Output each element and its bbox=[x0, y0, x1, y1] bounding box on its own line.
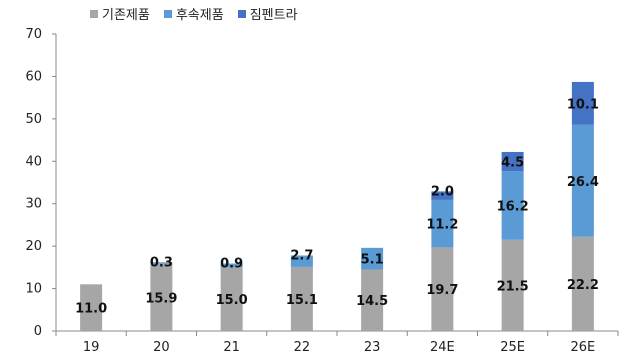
bar-segment bbox=[290, 255, 313, 267]
x-tick-label: 26E bbox=[570, 340, 595, 355]
data-label: 19.7 bbox=[426, 283, 458, 298]
data-label: 5.1 bbox=[361, 253, 384, 268]
data-label: 2.0 bbox=[431, 184, 454, 199]
bar-segment bbox=[571, 236, 594, 331]
bar-segment bbox=[290, 266, 313, 331]
legend-swatch-successor bbox=[163, 9, 172, 18]
x-tick-label: 21 bbox=[223, 340, 240, 355]
bar-segment bbox=[150, 262, 173, 264]
bar-segment bbox=[501, 239, 524, 331]
bar-segment bbox=[220, 263, 243, 268]
x-tick-label: 25E bbox=[500, 340, 525, 355]
data-label: 11.2 bbox=[426, 218, 458, 233]
data-label: 11.0 bbox=[75, 302, 107, 317]
legend-label-successor: 후속제품 bbox=[175, 8, 224, 23]
data-label: 4.5 bbox=[501, 155, 524, 170]
bar-segment bbox=[571, 124, 594, 237]
data-label: 26.4 bbox=[567, 175, 599, 190]
y-tick-label: 0 bbox=[34, 324, 42, 339]
data-label: 0.3 bbox=[150, 255, 173, 270]
bar-segment bbox=[431, 199, 454, 248]
bar-segment bbox=[361, 247, 384, 270]
bar-segment bbox=[431, 247, 454, 331]
data-label: 15.0 bbox=[216, 293, 248, 308]
bar-segment bbox=[361, 269, 384, 331]
legend-swatch-existing bbox=[90, 9, 98, 18]
legend-item-existing: 기존제품 bbox=[90, 4, 150, 23]
bar-segment bbox=[80, 284, 103, 331]
y-tick-label: 40 bbox=[25, 154, 42, 169]
bar-segment bbox=[571, 81, 594, 125]
data-label: 15.1 bbox=[286, 293, 318, 308]
bar-segment bbox=[220, 267, 243, 331]
legend-item-zymfentra: 짐펜트라 bbox=[237, 4, 298, 23]
legend-swatch-zymfentra bbox=[237, 9, 246, 18]
bar-segment bbox=[431, 191, 454, 200]
x-tick-label: 20 bbox=[153, 340, 170, 355]
y-tick-label: 10 bbox=[25, 282, 42, 297]
legend-item-successor: 후속제품 bbox=[163, 4, 224, 23]
y-tick-label: 70 bbox=[25, 27, 42, 42]
x-tick-label: 24E bbox=[430, 340, 455, 355]
x-tick-label: 23 bbox=[364, 340, 381, 355]
legend: 기존제품 후속제품 짐펜트라 bbox=[90, 4, 298, 23]
y-tick-label: 30 bbox=[25, 197, 42, 212]
data-label: 0.9 bbox=[220, 257, 243, 272]
x-tick-label: 22 bbox=[294, 340, 311, 355]
y-tick-label: 50 bbox=[25, 112, 42, 127]
bar-segment bbox=[150, 263, 173, 331]
data-label: 15.9 bbox=[145, 291, 177, 306]
data-label: 21.5 bbox=[497, 279, 529, 294]
y-tick-label: 20 bbox=[25, 239, 42, 254]
bar-segment bbox=[501, 171, 524, 240]
legend-label-zymfentra: 짐펜트라 bbox=[249, 8, 298, 23]
bar-segment bbox=[501, 151, 524, 172]
x-tick-label: 19 bbox=[83, 340, 100, 355]
data-label: 22.2 bbox=[567, 278, 599, 293]
legend-label-existing: 기존제품 bbox=[102, 8, 150, 23]
data-label: 16.2 bbox=[497, 199, 529, 214]
y-tick-label: 60 bbox=[25, 69, 42, 84]
data-label: 14.5 bbox=[356, 294, 388, 309]
data-label: 10.1 bbox=[567, 97, 599, 112]
data-label: 2.7 bbox=[290, 248, 313, 263]
